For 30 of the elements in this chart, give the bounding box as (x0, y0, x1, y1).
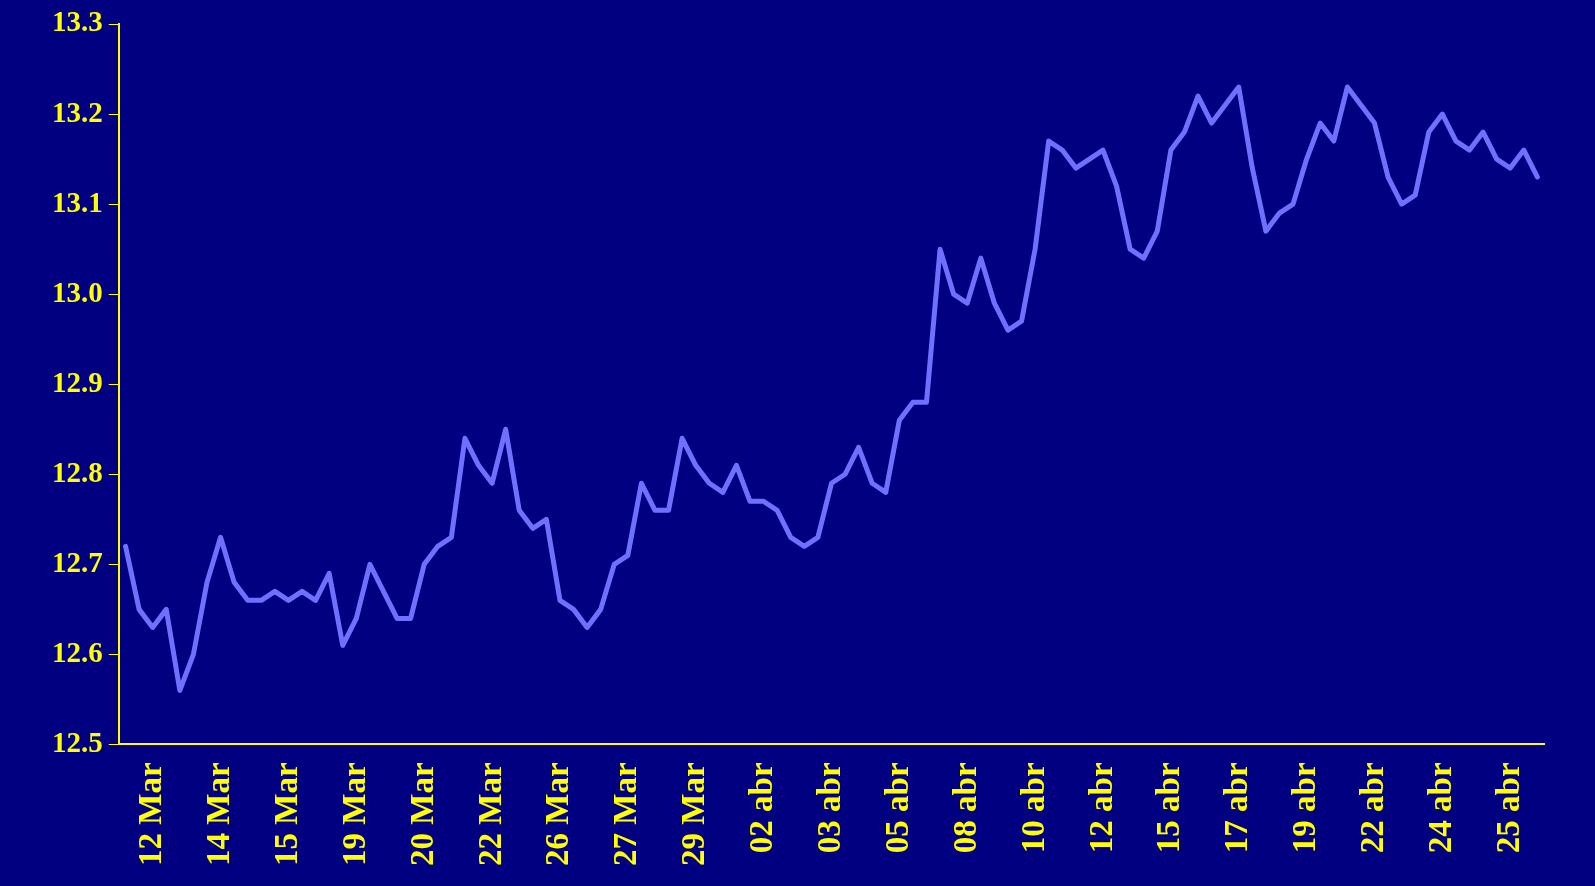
x-tick-label: 14 Mar (200, 762, 237, 866)
x-tick-label: 25 abr (1489, 762, 1526, 854)
x-tick-label: 22 abr (1354, 762, 1391, 854)
x-tick-label: 15 Mar (267, 762, 304, 866)
x-tick-label: 10 abr (1014, 762, 1051, 854)
y-tick-label: 12.7 (52, 545, 103, 578)
x-tick-label: 15 abr (1150, 762, 1187, 854)
x-tick-label: 19 Mar (335, 762, 372, 866)
x-tick-label: 22 Mar (471, 762, 508, 866)
y-tick-label: 13.3 (52, 5, 103, 38)
y-tick-label: 12.5 (52, 725, 103, 758)
x-tick-label: 29 Mar (675, 762, 712, 866)
x-tick-label: 08 abr (946, 762, 983, 854)
y-tick-label: 12.9 (52, 365, 103, 398)
x-tick-label: 02 abr (743, 762, 780, 854)
y-tick-label: 13.0 (52, 275, 103, 308)
x-tick-label: 20 Mar (403, 762, 440, 866)
y-tick-label: 13.1 (52, 185, 103, 218)
x-tick-label: 12 abr (1082, 762, 1119, 854)
x-tick-label: 12 Mar (132, 762, 169, 866)
x-tick-label: 03 abr (811, 762, 847, 854)
y-tick-label: 13.2 (52, 95, 103, 128)
x-tick-label: 19 abr (1286, 762, 1323, 854)
y-tick-label: 12.8 (52, 455, 103, 488)
x-tick-label: 17 abr (1218, 762, 1255, 854)
x-tick-label: 27 Mar (607, 762, 644, 866)
x-tick-label: 05 abr (878, 762, 915, 854)
x-tick-label: 26 Mar (539, 762, 576, 866)
x-tick-label: 24 abr (1421, 762, 1458, 854)
y-tick-label: 12.6 (52, 635, 103, 668)
